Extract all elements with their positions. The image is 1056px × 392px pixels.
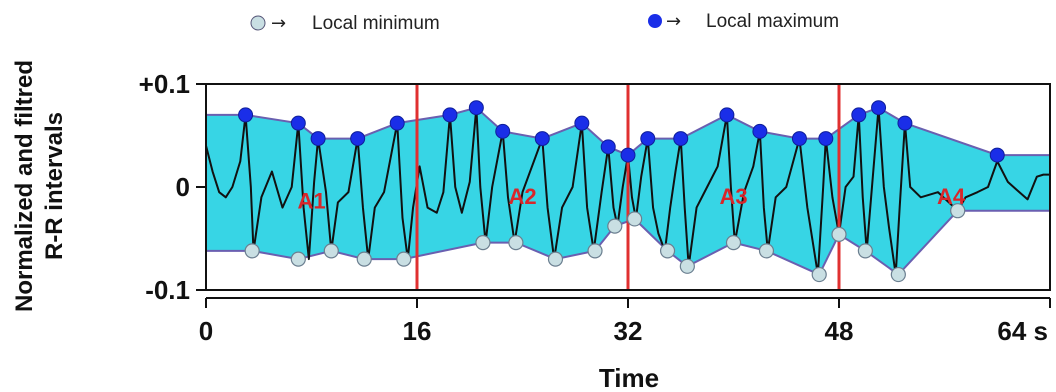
local-maximum-point <box>640 131 656 147</box>
x-tick-label: 16 <box>403 316 432 346</box>
local-minimum-point <box>950 203 966 219</box>
local-minimum-point <box>323 243 339 259</box>
local-minimum-point <box>659 243 676 259</box>
local-minimum-point <box>475 235 491 251</box>
local-minimum-point <box>547 251 564 267</box>
local-minimum-point <box>396 251 412 267</box>
local-maximum-point <box>495 123 511 139</box>
x-axis-title: Time <box>599 363 659 392</box>
legend-max-label: Local maximum <box>706 11 839 32</box>
local-maximum-point <box>897 115 913 131</box>
local-maximum-point <box>871 100 887 116</box>
y-axis-title-line2: R-R intervals <box>41 112 68 260</box>
local-minimum-point <box>626 211 643 227</box>
local-maximum-point <box>752 123 768 139</box>
local-minimum-point <box>890 266 906 283</box>
local-maximum-point <box>851 107 867 123</box>
local-minimum-point <box>587 243 603 259</box>
y-tick-label: -0.1 <box>145 275 190 305</box>
lower-envelope-line <box>206 209 1050 276</box>
local-maximum-point <box>534 131 550 147</box>
legend-item-min: → Local minimum <box>250 13 440 34</box>
local-minimum-point <box>679 258 695 274</box>
legend-min-arrow: → <box>271 13 286 34</box>
legend-max-arrow: → <box>666 11 681 32</box>
y-axis-title-line1: Normalized and filtred <box>11 60 38 312</box>
x-tick-label: 64 s <box>997 316 1048 346</box>
local-minimum-point <box>811 266 827 283</box>
legend-max-marker <box>648 14 662 28</box>
local-minimum-point <box>758 243 775 259</box>
y-tick-label: 0 <box>176 172 190 202</box>
local-maximum-point <box>600 139 616 155</box>
local-maximum-point <box>442 107 458 123</box>
x-tick-label: 48 <box>825 316 854 346</box>
local-minimum-point <box>857 243 873 259</box>
region-label-a1: A1 <box>297 188 325 213</box>
local-minimum-point <box>725 235 742 251</box>
local-maximum-point <box>818 131 834 147</box>
y-axis-title: Normalized and filtred R-R intervals <box>11 60 68 312</box>
local-minimum-point <box>607 218 623 234</box>
local-maximum-point <box>719 107 735 123</box>
local-maximum-point <box>989 147 1005 163</box>
legend-min-marker <box>250 15 266 31</box>
local-maximum-point <box>620 147 636 163</box>
region-label-a3: A3 <box>719 184 747 209</box>
local-minimum-point <box>831 226 847 242</box>
local-maximum-point <box>389 115 405 131</box>
local-maximum-point <box>673 131 689 147</box>
local-minimum-point <box>244 243 260 259</box>
local-maximum-point <box>574 115 590 131</box>
legend: → Local minimum → Local maximum <box>250 11 839 34</box>
local-maximum-point <box>290 115 306 131</box>
legend-min-label: Local minimum <box>312 13 440 34</box>
local-maximum-point <box>238 107 254 123</box>
x-tick-label: 0 <box>199 316 213 346</box>
x-tick-label: 32 <box>614 316 643 346</box>
y-tick-label: +0.1 <box>139 69 190 99</box>
local-maximum-point <box>791 131 807 147</box>
local-maximum-point <box>310 131 326 147</box>
local-maximum-point <box>350 131 366 147</box>
region-label-a2: A2 <box>508 184 536 209</box>
signal-line <box>205 106 1050 276</box>
legend-item-max: → Local maximum <box>648 11 839 32</box>
local-maximum-point <box>468 100 484 116</box>
plot-area: A1 A2 A3 A4+0.10-0.10 16 32 48 64 s <box>139 69 1051 346</box>
local-minimum-point <box>356 251 372 267</box>
local-minimum-point <box>508 235 524 251</box>
local-minimum-point <box>290 251 306 267</box>
